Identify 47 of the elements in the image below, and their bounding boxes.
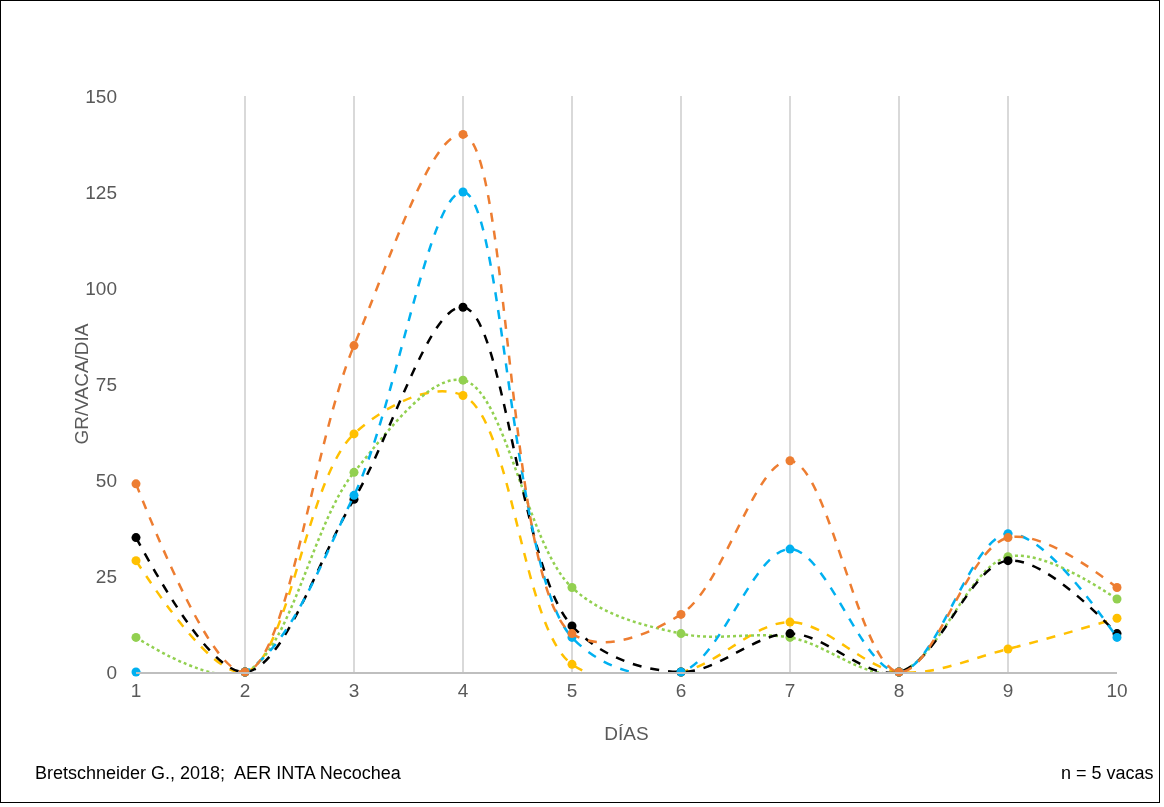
y-tick-label: 125 (85, 181, 117, 203)
y-tick-label: 150 (85, 85, 117, 107)
x-tick-label: 6 (675, 679, 687, 701)
y-tick-label: 75 (95, 373, 117, 395)
text: Bretschneider G., 2018; AER INTA Necochea (35, 763, 402, 783)
point (567, 659, 577, 669)
point (1112, 594, 1122, 604)
y-tick-label: 50 (95, 469, 117, 491)
x-tick-label: 8 (893, 679, 905, 701)
point (349, 467, 359, 477)
point (349, 429, 359, 439)
text: n = 5 vacas (1061, 763, 1154, 783)
point (349, 341, 359, 351)
x-tick-label: 2 (239, 679, 251, 701)
point (458, 391, 468, 401)
point (131, 479, 141, 489)
x-tick-label: 9 (1002, 679, 1014, 701)
point (1112, 613, 1122, 623)
y-tick-label: 0 (106, 661, 117, 683)
point (1112, 583, 1122, 593)
x-tick-label: 5 (566, 679, 578, 701)
point (785, 544, 795, 554)
point (567, 583, 577, 593)
y-axis-title: GR/VACA/DIA (71, 323, 92, 445)
point (785, 456, 795, 466)
point (131, 556, 141, 566)
point (131, 632, 141, 642)
point (458, 129, 468, 139)
x-tick-label: 1 (130, 679, 142, 701)
point (785, 617, 795, 627)
x-tick-label: 4 (457, 679, 469, 701)
point (676, 629, 686, 639)
point (349, 490, 359, 500)
x-axis-title: DÍAS (604, 722, 649, 744)
x-tick-label: 7 (784, 679, 796, 701)
point (131, 533, 141, 543)
point (676, 609, 686, 619)
y-tick-label: 100 (85, 277, 117, 299)
point (1003, 644, 1013, 654)
x-tick-label: 3 (348, 679, 360, 701)
x-tick-label: 10 (1106, 679, 1128, 701)
point (458, 302, 468, 312)
point (1003, 556, 1013, 566)
y-tick-label: 25 (95, 565, 117, 587)
point (458, 375, 468, 385)
point (458, 187, 468, 197)
point (1003, 533, 1013, 543)
